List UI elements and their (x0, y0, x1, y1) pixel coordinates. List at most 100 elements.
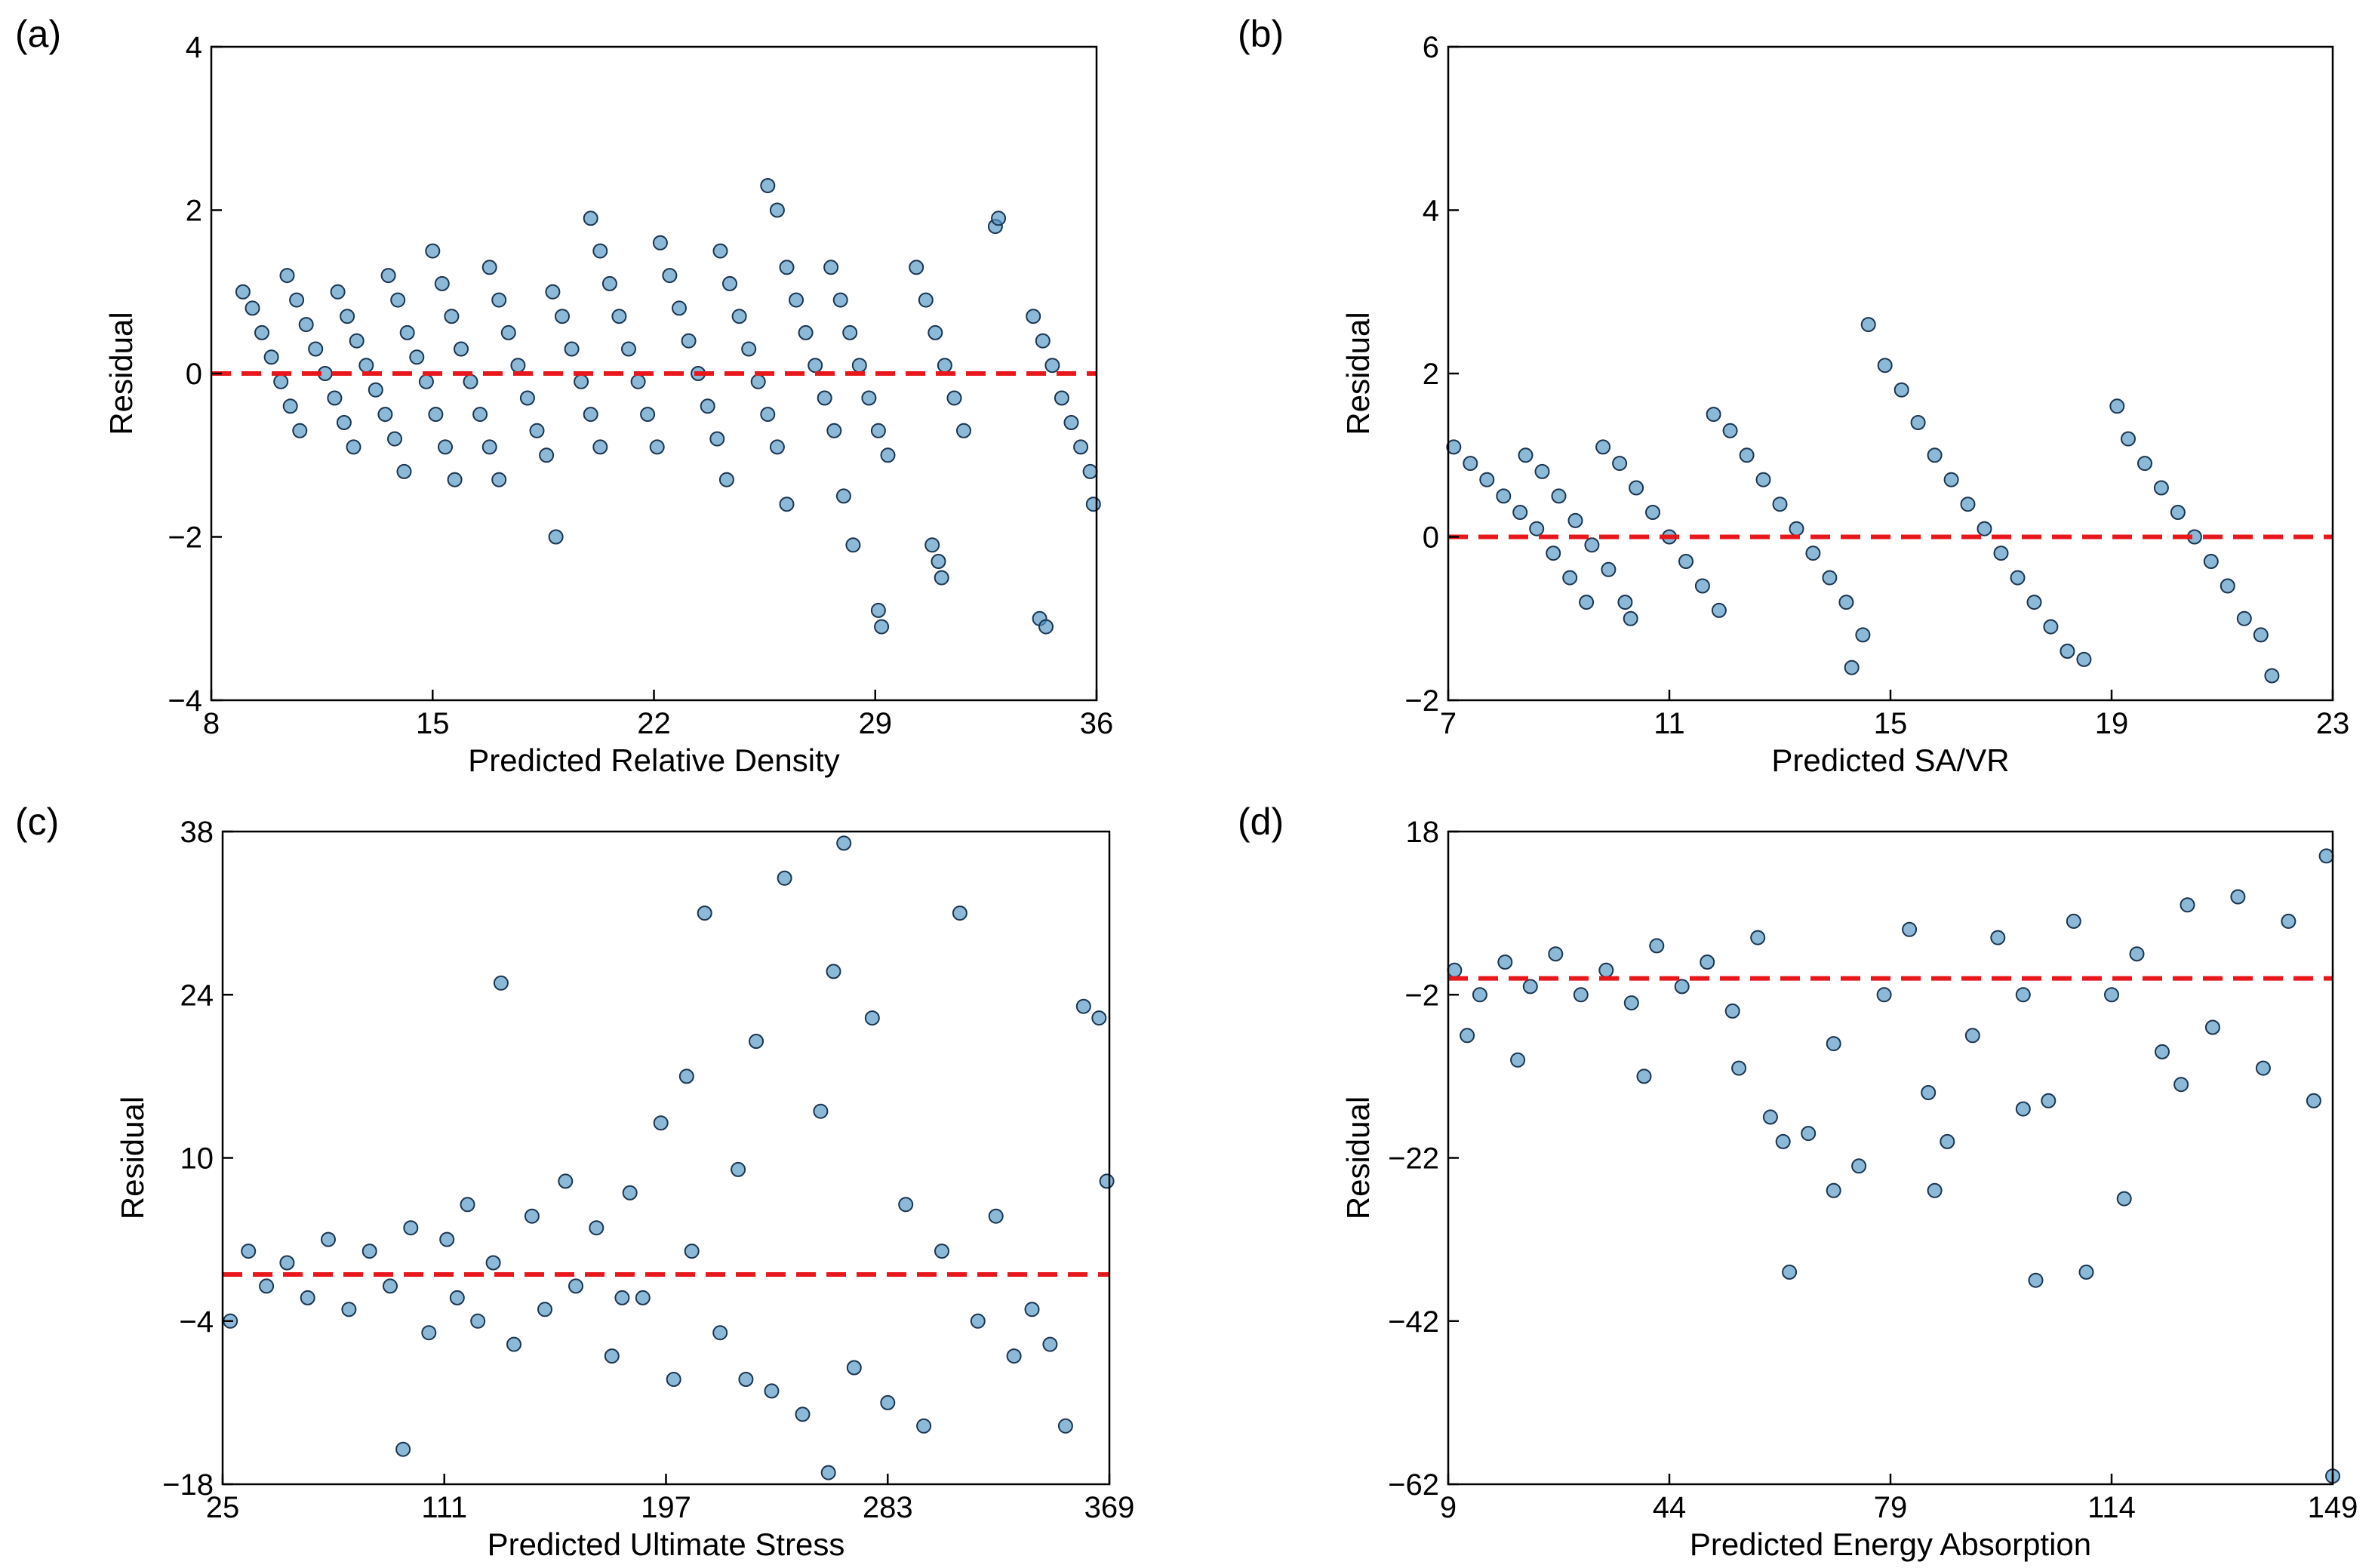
y-tick-label: 4 (1423, 195, 1439, 228)
scatter-point (1518, 447, 1534, 463)
scatter-point (434, 275, 450, 291)
scatter-point (377, 407, 393, 423)
x-tick-label: 36 (1080, 707, 1114, 740)
scatter-point (341, 1302, 357, 1317)
scatter-point (1551, 488, 1567, 504)
y-tick-label: 2 (186, 195, 202, 228)
scatter-point (493, 975, 509, 991)
scatter-point (1943, 472, 1959, 487)
scatter-point (1694, 578, 1710, 594)
scatter-point (1479, 472, 1495, 487)
scatter-point (510, 358, 526, 374)
scatter-point (880, 447, 896, 463)
y-tick-label: 38 (180, 816, 214, 849)
scatter-point (439, 1231, 455, 1247)
chart-panel-c: 25 111 197 283 369 −18 −4 10 24 38 Predicted Ultim… (15, 801, 1134, 1562)
scatter-point (470, 1313, 486, 1329)
scatter-point (279, 268, 295, 284)
scatter-point (2060, 644, 2075, 659)
scatter-point (777, 870, 792, 886)
scatter-point (2253, 627, 2269, 643)
scatter-point (2153, 480, 2169, 496)
scatter-point (946, 390, 962, 406)
scatter-point (1099, 1173, 1115, 1189)
y-tick-label: −62 (1388, 1468, 1439, 1502)
scatter-point (583, 407, 598, 423)
scatter-point (1595, 439, 1611, 455)
scatter-point (870, 423, 886, 438)
y-tick-label: −42 (1388, 1305, 1439, 1339)
scatter-point (2155, 1044, 2170, 1059)
scatter-point (1649, 938, 1665, 954)
scatter-point (678, 1068, 694, 1084)
scatter-point (937, 358, 952, 374)
scatter-point (1057, 1418, 1073, 1434)
scatter-point (589, 1220, 604, 1236)
scatter-point (1960, 497, 1976, 512)
x-tick-label: 25 (206, 1491, 240, 1524)
scatter-point (390, 292, 406, 308)
scatter-point (396, 463, 412, 479)
scatter-point (1893, 382, 1909, 398)
scatter-point (1739, 447, 1755, 463)
scatter-point (1472, 987, 1487, 1003)
scatter-point (653, 1115, 669, 1131)
scatter-point (861, 390, 877, 406)
scatter-point (1993, 546, 2009, 561)
scatter-point (438, 439, 453, 455)
x-tick-label: 114 (2087, 1491, 2136, 1524)
scatter-point (2028, 1272, 2044, 1288)
y-tick-label: 0 (1423, 521, 1439, 555)
scatter-point (918, 292, 934, 308)
scatter-point (630, 374, 646, 389)
y-tick-label: 6 (1423, 31, 1439, 64)
scatter-point (1623, 995, 1639, 1011)
scatter-point (245, 300, 260, 316)
scatter-point (1042, 1336, 1058, 1352)
scatter-point (817, 390, 832, 406)
scatter-point (1463, 456, 1478, 472)
scatter-point (241, 1244, 257, 1259)
scatter-point (545, 284, 561, 300)
scatter-point (769, 202, 785, 218)
scatter-point (1921, 1085, 1937, 1100)
y-tick-label: −4 (168, 684, 202, 718)
scatter-point (1762, 1109, 1778, 1125)
y-axis-label: Residual (1340, 1096, 1376, 1219)
scatter-point (1844, 659, 1860, 675)
scatter-point (1496, 488, 1512, 504)
panel-label: (a) (15, 13, 61, 55)
scatter-point (614, 1290, 630, 1305)
scatter-point (952, 905, 968, 921)
scatter-point (2137, 456, 2152, 472)
scatter-point (368, 382, 383, 398)
scatter-point (1446, 439, 1462, 455)
x-tick-label: 369 (1084, 1491, 1135, 1524)
x-tick-label: 197 (641, 1491, 691, 1524)
scatter-point (779, 260, 795, 275)
scatter-point (1775, 1133, 1791, 1149)
scatter-points (1447, 848, 2340, 1484)
x-axis-label: Predicted Energy Absorption (1690, 1526, 2091, 1562)
panel-label: (b) (1238, 13, 1284, 55)
scatter-point (1724, 1003, 1740, 1019)
scatter-points (1446, 317, 2280, 684)
scatter-point (592, 439, 608, 455)
scatter-point (447, 472, 463, 487)
scatter-point (383, 1278, 398, 1294)
scatter-point (472, 407, 488, 423)
scatter-point (909, 260, 924, 275)
scatter-point (421, 1325, 437, 1341)
scatter-point (1927, 1182, 1943, 1198)
scatter-point (361, 1244, 377, 1259)
y-tick-label: −18 (162, 1468, 214, 1502)
scatter-point (697, 905, 712, 921)
scatter-point (2230, 889, 2246, 905)
scatter-point (2015, 1101, 2031, 1117)
scatter-point (2170, 505, 2186, 520)
scatter-point (592, 243, 608, 259)
scatter-point (684, 1244, 700, 1259)
scatter-point (1082, 463, 1098, 479)
x-tick-label: 23 (2316, 707, 2350, 740)
y-tick-label: −2 (1404, 684, 1439, 718)
